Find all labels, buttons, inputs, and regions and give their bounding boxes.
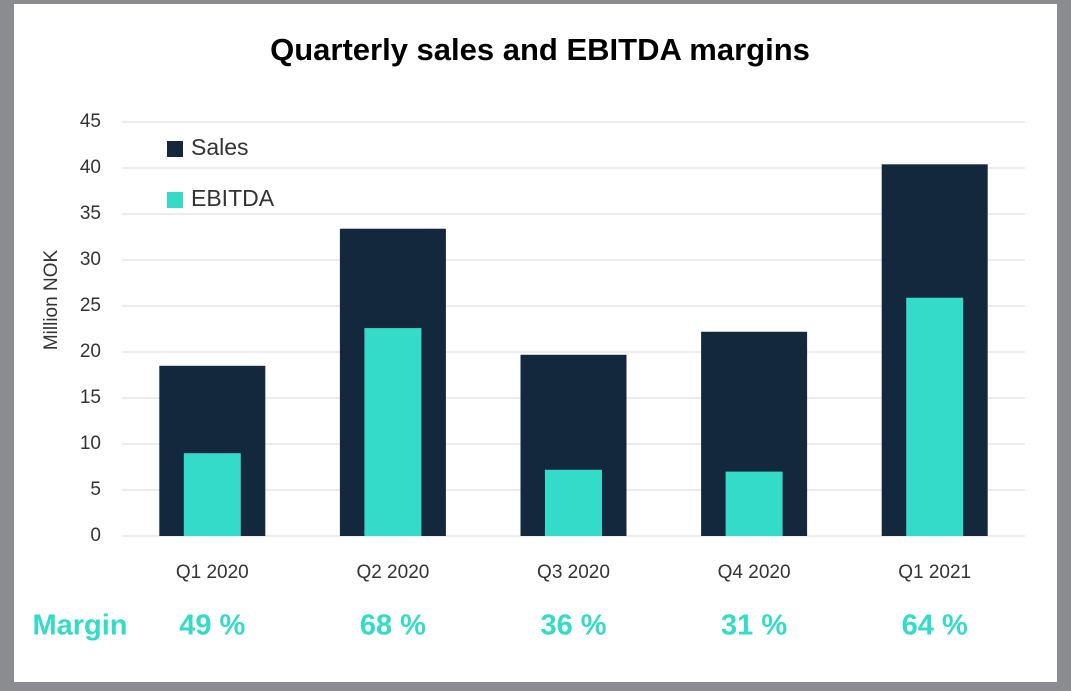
bar [906,297,964,536]
y-tick-label: 15 [80,387,101,408]
bar [364,328,422,536]
chart-title: Quarterly sales and EBITDA margins [270,32,810,67]
y-tick-label: 30 [80,249,101,270]
margin-value: 49 % [179,610,245,642]
x-tick-label: Q4 2020 [718,562,791,583]
y-tick-label: 45 [80,111,101,132]
y-tick-label: 20 [80,341,101,362]
legend-swatch [167,192,183,208]
bar [545,469,602,536]
x-tick-label: Q3 2020 [537,562,610,583]
x-tick-label: Q1 2020 [176,562,249,583]
margin-value: 31 % [721,610,787,642]
margin-value: 68 % [360,610,426,642]
y-tick-label: 40 [80,157,101,178]
y-tick-label: 10 [80,433,101,454]
x-tick-label: Q2 2020 [356,562,429,583]
margin-value: 64 % [902,610,968,642]
legend-swatch [167,141,183,157]
bar [183,453,241,536]
legend-label: EBITDA [191,185,275,211]
x-tick-label: Q1 2021 [898,562,971,583]
bar [725,471,783,536]
y-tick-label: 35 [80,203,101,224]
y-tick-label: 5 [90,479,101,500]
y-axis-label: Million NOK [41,250,62,351]
y-tick-label: 25 [80,295,101,316]
y-tick-label: 0 [90,525,101,546]
legend-label: Sales [191,134,249,160]
margin-label: Margin [32,610,127,642]
margin-value: 36 % [540,610,606,642]
